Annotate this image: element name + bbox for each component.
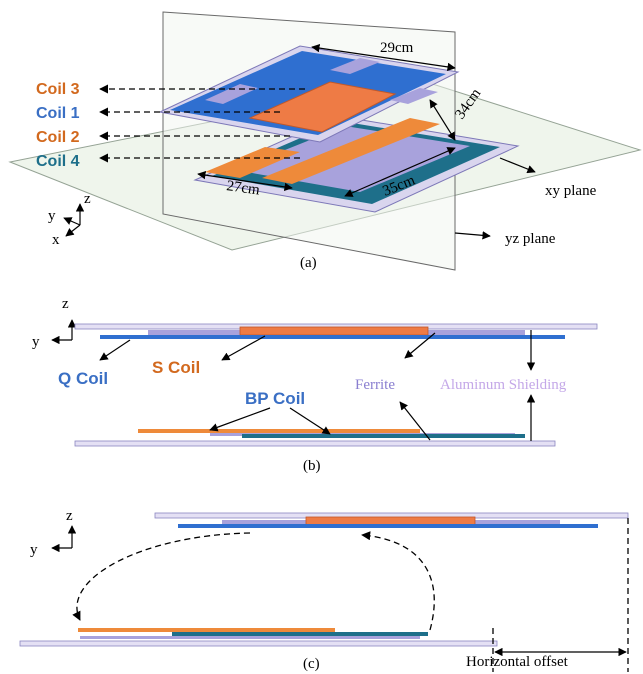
axis-label: z [84, 191, 91, 207]
offset-label: Horizontal offset [466, 654, 569, 670]
aluminum-shielding [20, 641, 497, 646]
axis-label: y [48, 208, 56, 224]
axis [64, 218, 80, 225]
coil-label: S Coil [152, 358, 200, 377]
coil-label: Coil 4 [36, 153, 80, 170]
plane-label: xy plane [545, 183, 597, 199]
bp-coil [78, 628, 335, 632]
s-coil [306, 517, 475, 525]
coil-label: Q Coil [58, 369, 108, 388]
coil-label: Coil 2 [36, 129, 80, 146]
caption: (a) [300, 255, 317, 271]
caption: (b) [303, 458, 321, 474]
dimension: 29cm [380, 40, 414, 56]
bp-coil [172, 632, 428, 636]
figure: 29cm 34cm 35cm 27cm Coil 3 Coil 1 Coil 2… [0, 0, 643, 674]
motion-arrow [362, 535, 434, 630]
coil-label: BP Coil [245, 389, 305, 408]
axis-label: y [32, 334, 40, 350]
plane-label: yz plane [505, 231, 556, 247]
pointer [222, 336, 265, 360]
axis-label: z [66, 508, 73, 524]
aluminum-shielding [75, 441, 555, 446]
axis-label: y [30, 542, 38, 558]
pointer [210, 408, 270, 430]
caption: (c) [303, 656, 320, 672]
material-label: Ferrite [355, 377, 395, 393]
axis-label: x [52, 232, 60, 248]
axis-label: z [62, 296, 69, 312]
pointer [455, 233, 490, 236]
coil-label: Coil 3 [36, 81, 80, 98]
pointer [100, 340, 130, 360]
material-label: Aluminum Shielding [440, 377, 567, 393]
q-coil [100, 335, 565, 339]
motion-arrow [77, 533, 250, 620]
bp-coil [138, 429, 420, 433]
axis [66, 225, 80, 236]
q-coil [178, 524, 598, 528]
bp-coil [242, 434, 525, 438]
ferrite [80, 636, 420, 639]
s-coil [240, 327, 428, 335]
coil-label: Coil 1 [36, 105, 80, 122]
